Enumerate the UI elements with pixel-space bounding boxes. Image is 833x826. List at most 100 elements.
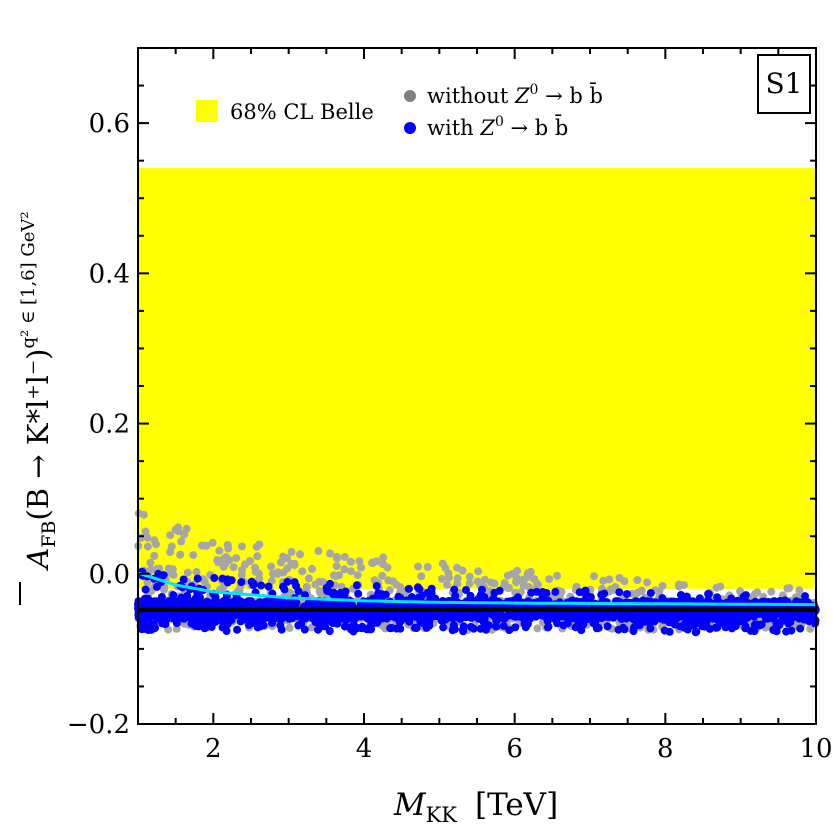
scatter-point — [681, 610, 690, 619]
scatter-point — [490, 579, 499, 588]
scatter-point — [794, 610, 803, 619]
scatter-point — [294, 587, 303, 596]
scatter-point — [414, 562, 422, 571]
scatter-point — [530, 575, 539, 583]
scatter-point — [177, 537, 186, 546]
scatter-point — [453, 574, 462, 583]
y-tick-label: 0.2 — [89, 410, 130, 440]
scatter-point — [332, 562, 341, 571]
scatter-point — [178, 614, 187, 622]
axis-ticks — [137, 47, 817, 725]
scatter-point — [704, 590, 713, 598]
scatter-point — [665, 618, 673, 627]
scatter-point — [252, 542, 261, 551]
scatter-point — [141, 585, 150, 594]
scatter-point — [633, 576, 642, 585]
scatter-point — [702, 614, 711, 623]
scatter-point — [532, 587, 541, 596]
scatter-point — [332, 552, 341, 561]
scatter-point — [438, 559, 447, 568]
scatter-point — [478, 585, 486, 594]
scatter-point — [465, 611, 474, 620]
y-tick-labels: −0.20.00.20.40.6 — [67, 109, 130, 740]
y-tick-label: 0.6 — [89, 109, 130, 139]
scatter-point — [378, 571, 387, 580]
y-tick-label: 0.0 — [89, 560, 130, 590]
scatter-point — [439, 623, 448, 632]
scatter-point — [767, 587, 776, 596]
scatter-point — [369, 612, 378, 621]
scatter-point — [347, 567, 355, 576]
x-tick-label: 2 — [205, 734, 222, 764]
scatter-point — [336, 588, 345, 597]
scatter-point — [459, 627, 468, 636]
scatter-point — [519, 575, 528, 584]
scatter-point — [223, 620, 232, 629]
scatter-point — [340, 553, 349, 561]
scatter-point — [465, 572, 474, 581]
scatter-point — [511, 612, 520, 621]
scatter-point — [550, 613, 559, 621]
scatter-point — [150, 551, 159, 560]
y-axis-label: AFB(B → K*l⁺l⁻)q² ∈ [1,6] GeV² — [18, 211, 60, 605]
scatter-point — [237, 578, 246, 587]
scatter-point — [523, 570, 532, 579]
scatter-point — [450, 625, 459, 634]
scatter-point — [499, 621, 508, 630]
scatter-point — [573, 614, 582, 623]
scatter-point — [497, 611, 506, 620]
scatter-point — [491, 612, 500, 621]
scatter-point — [287, 559, 296, 568]
scatter-point — [396, 624, 405, 633]
scatter-point — [444, 612, 453, 621]
scatter-point — [355, 557, 364, 566]
scatter-point — [353, 624, 362, 633]
scatter-point — [646, 624, 655, 633]
scatter-point — [308, 564, 316, 573]
scatter-point — [159, 571, 168, 580]
scatter-point — [392, 580, 401, 589]
scatter-point — [599, 576, 608, 585]
scatter-point — [158, 619, 167, 628]
scatter-point — [232, 554, 241, 563]
scatter-point — [692, 627, 701, 636]
scatter-point — [287, 547, 296, 556]
scatter-point — [326, 549, 335, 558]
scatter-point — [775, 621, 784, 630]
scatter-point — [806, 624, 815, 633]
scatter-point — [757, 620, 766, 629]
scatter-point — [444, 573, 453, 582]
scatter-point — [297, 619, 306, 628]
scatter-point — [658, 582, 667, 590]
scatter-point — [597, 590, 606, 599]
scatter-point — [229, 563, 238, 572]
scatter-point — [411, 623, 419, 632]
scatter-point — [199, 620, 207, 629]
scatter-point — [626, 612, 635, 621]
scatter-point — [379, 553, 388, 562]
scatter-point — [189, 551, 198, 560]
scatter-point — [166, 531, 175, 540]
scatter-point — [513, 566, 522, 575]
scatter-point — [512, 578, 521, 587]
scatter-point — [465, 579, 474, 588]
scatter-point — [741, 624, 750, 633]
scatter-point — [418, 591, 427, 600]
scatter-point — [145, 614, 153, 623]
scatter-point — [143, 533, 152, 542]
scatter-point — [141, 600, 150, 609]
scatter-point — [245, 621, 253, 629]
scatter-point — [638, 612, 647, 621]
scatter-point — [787, 626, 796, 635]
scatter-point — [233, 625, 242, 634]
scatter-point — [223, 578, 232, 587]
scatter-point — [316, 588, 325, 597]
x-axis-label: MKK [TeV] — [393, 787, 558, 826]
scatter-point — [753, 588, 762, 597]
scatter-point — [296, 550, 305, 559]
scatter-point — [675, 622, 684, 631]
scatter-point — [422, 610, 431, 619]
scatter-point — [533, 624, 542, 633]
scatter-point — [495, 586, 504, 595]
scatter-point — [210, 574, 219, 582]
